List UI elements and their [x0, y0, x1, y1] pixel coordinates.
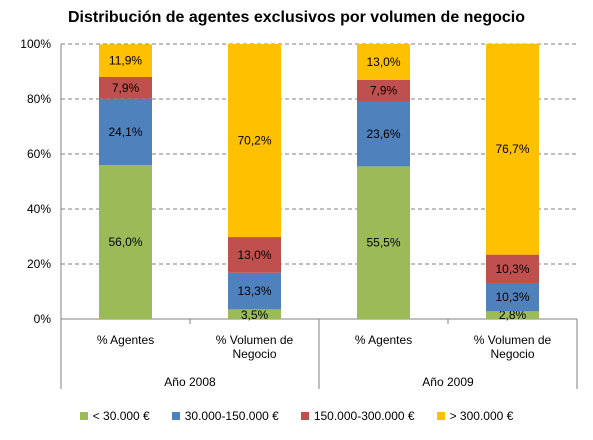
x-group-label: Año 2009 — [422, 375, 474, 389]
legend-label: 150.000-300.000 € — [313, 409, 415, 423]
y-tick-label: 80% — [27, 92, 51, 106]
bar-segment — [357, 79, 410, 102]
y-tick-label: 60% — [27, 147, 51, 161]
y-tick-label: 100% — [20, 37, 51, 51]
x-category-label: Negocio — [490, 347, 534, 361]
data-label: 70,2% — [237, 134, 271, 148]
data-label: 7,9% — [370, 84, 398, 98]
y-tick-label: 20% — [27, 257, 51, 271]
x-category-label: % Agentes — [355, 333, 412, 347]
legend-item-30k-150k: 30.000-150.000 € — [171, 409, 279, 423]
data-label: 11,9% — [109, 54, 142, 68]
data-label: 23,6% — [366, 127, 400, 141]
x-category-label: Negocio — [232, 347, 276, 361]
bar-segment — [228, 44, 281, 238]
legend: < 30.000 € 30.000-150.000 € 150.000-300.… — [0, 409, 593, 423]
data-label: 13,0% — [366, 55, 400, 69]
x-category-label: % Volumen de — [474, 333, 552, 347]
bar-segment — [486, 311, 539, 319]
legend-label: < 30.000 € — [92, 409, 150, 423]
bar-segment — [228, 309, 281, 319]
data-label: 56,0% — [108, 235, 142, 249]
bar-segment — [99, 44, 152, 77]
legend-swatch — [79, 412, 88, 420]
bar-segment — [99, 77, 152, 99]
y-tick-label: 0% — [34, 312, 52, 326]
chart-title: Distribución de agentes exclusivos por v… — [68, 9, 525, 26]
x-category-label: % Agentes — [97, 333, 154, 347]
data-label: 76,7% — [495, 142, 529, 156]
legend-swatch — [436, 412, 445, 420]
data-label: 2,8% — [499, 308, 527, 322]
bar-segment — [228, 272, 281, 310]
bar-segment — [486, 282, 539, 312]
legend-swatch — [171, 412, 180, 420]
bar-segment — [228, 237, 281, 273]
legend-swatch — [300, 412, 309, 420]
bar-segment — [486, 254, 539, 283]
data-label: 10,3% — [495, 290, 529, 304]
data-label: 7,9% — [112, 81, 140, 95]
data-label: 13,3% — [237, 284, 271, 298]
bar-segment — [99, 98, 152, 165]
x-category-label: % Volumen de — [216, 333, 294, 347]
legend-label: 30.000-150.000 € — [184, 409, 279, 423]
bar-segment — [357, 44, 410, 80]
legend-item-gt300k: > 300.000 € — [436, 409, 514, 423]
legend-item-150k-300k: 150.000-300.000 € — [300, 409, 415, 423]
legend-label: > 300.000 € — [449, 409, 514, 423]
bar-segment — [357, 101, 410, 167]
bar-segment — [357, 166, 410, 319]
data-label: 24,1% — [108, 125, 142, 139]
data-label: 3,5% — [241, 308, 269, 322]
data-label: 55,5% — [366, 236, 400, 250]
legend-item-lt30k: < 30.000 € — [79, 409, 150, 423]
bar-segment — [99, 165, 152, 319]
data-label: 10,3% — [495, 262, 529, 276]
y-tick-label: 40% — [27, 202, 51, 216]
bar-segment — [486, 43, 539, 255]
x-group-label: Año 2008 — [164, 375, 216, 389]
data-label: 13,0% — [237, 248, 271, 262]
